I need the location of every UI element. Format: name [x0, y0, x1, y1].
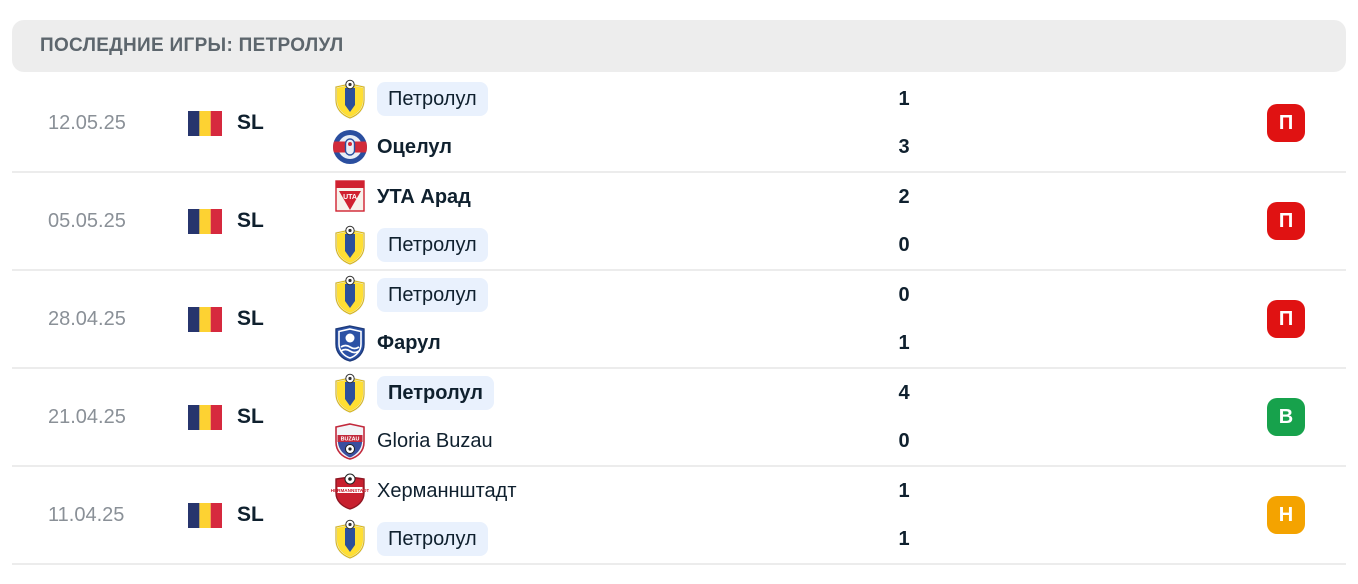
match-date: 28.04.25: [48, 307, 126, 330]
away-score: 1: [898, 331, 910, 354]
match-row[interactable]: 28.04.25 SL Петролул Фарул 0 1: [12, 271, 1346, 369]
result-badge: Н: [1267, 496, 1305, 534]
home-score: 1: [898, 479, 910, 502]
league-code: SL: [237, 307, 264, 330]
home-team-name[interactable]: Петролул: [377, 278, 488, 312]
otelul-crest-icon: [331, 127, 369, 167]
petrolul-crest-icon: [331, 373, 369, 413]
score-cell: 1 3: [884, 76, 924, 170]
teams-cell: УТА Арад Петролул: [331, 174, 884, 268]
away-score: 1: [898, 527, 910, 550]
away-team-line: Фарул: [331, 320, 884, 366]
teams-cell: Петролул Оцелул: [331, 76, 884, 170]
romania-flag-icon: [188, 503, 222, 528]
match-row[interactable]: 12.05.25 SL Петролул Оцелул 1 3: [12, 75, 1346, 173]
match-row[interactable]: 05.05.25 SL УТА Арад Петролул 2 0: [12, 173, 1346, 271]
league-cell: SL: [188, 405, 331, 430]
result-badge: П: [1267, 300, 1305, 338]
away-team-name[interactable]: Петролул: [377, 228, 488, 262]
away-team-name[interactable]: Gloria Buzau: [377, 430, 493, 452]
romania-flag-icon: [188, 111, 222, 136]
home-score: 2: [898, 185, 910, 208]
teams-cell: Петролул Фарул: [331, 272, 884, 366]
home-team-line: Петролул: [331, 370, 884, 416]
romania-flag-icon: [188, 405, 222, 430]
match-date: 12.05.25: [48, 111, 126, 134]
league-cell: SL: [188, 111, 331, 136]
score-cell: 2 0: [884, 174, 924, 268]
home-team-name[interactable]: УТА Арад: [377, 186, 471, 208]
petrolul-crest-icon: [331, 225, 369, 265]
league-code: SL: [237, 209, 264, 232]
result-cell: П: [1267, 300, 1305, 338]
score-cell: 1 1: [884, 468, 924, 562]
home-team-line: Петролул: [331, 272, 884, 318]
match-date-cell: 28.04.25: [12, 308, 188, 331]
league-code: SL: [237, 503, 264, 526]
league-cell: SL: [188, 307, 331, 332]
away-score: 0: [898, 429, 910, 452]
away-team-name[interactable]: Оцелул: [377, 136, 452, 158]
romania-flag-icon: [188, 209, 222, 234]
romania-flag-icon: [188, 307, 222, 332]
league-cell: SL: [188, 209, 331, 234]
teams-cell: Петролул Gloria Buzau: [331, 370, 884, 464]
away-team-line: Оцелул: [331, 124, 884, 170]
petrolul-crest-icon: [331, 275, 369, 315]
home-score: 1: [898, 87, 910, 110]
away-team-name[interactable]: Фарул: [377, 332, 441, 354]
home-team-line: Херманнштадт: [331, 468, 884, 514]
home-team-line: УТА Арад: [331, 174, 884, 220]
away-team-line: Gloria Buzau: [331, 418, 884, 464]
match-date-cell: 12.05.25: [12, 112, 188, 135]
match-date-cell: 21.04.25: [12, 406, 188, 429]
home-team-name[interactable]: Петролул: [377, 82, 488, 116]
match-row[interactable]: 21.04.25 SL Петролул Gloria Buzau 4 0: [12, 369, 1346, 467]
result-badge: П: [1267, 202, 1305, 240]
league-cell: SL: [188, 503, 331, 528]
result-cell: Н: [1267, 496, 1305, 534]
league-code: SL: [237, 405, 264, 428]
home-score: 0: [898, 283, 910, 306]
farul-crest-icon: [331, 323, 369, 363]
match-date: 11.04.25: [48, 503, 125, 526]
home-team-name[interactable]: Херманнштадт: [377, 480, 517, 502]
home-score: 4: [898, 381, 910, 404]
match-date-cell: 05.05.25: [12, 210, 188, 233]
result-cell: П: [1267, 104, 1305, 142]
match-date: 05.05.25: [48, 209, 126, 232]
hermannstadt-crest-icon: [331, 471, 369, 511]
section-header: ПОСЛЕДНИЕ ИГРЫ: ПЕТРОЛУЛ: [12, 20, 1346, 72]
matches-list: 12.05.25 SL Петролул Оцелул 1 3: [12, 75, 1346, 565]
result-cell: В: [1267, 398, 1305, 436]
away-team-name[interactable]: Петролул: [377, 522, 488, 556]
gloria-buzau-crest-icon: [331, 421, 369, 461]
petrolul-crest-icon: [331, 79, 369, 119]
last-games-widget: ПОСЛЕДНИЕ ИГРЫ: ПЕТРОЛУЛ 12.05.25 SL Пет…: [0, 20, 1358, 565]
score-cell: 4 0: [884, 370, 924, 464]
score-cell: 0 1: [884, 272, 924, 366]
match-date-cell: 11.04.25: [12, 504, 188, 527]
uta-arad-crest-icon: [331, 177, 369, 217]
home-team-name[interactable]: Петролул: [377, 376, 494, 410]
league-code: SL: [237, 111, 264, 134]
match-date: 21.04.25: [48, 405, 126, 428]
result-badge: П: [1267, 104, 1305, 142]
petrolul-crest-icon: [331, 519, 369, 559]
away-team-line: Петролул: [331, 516, 884, 562]
match-row[interactable]: 11.04.25 SL Херманнштадт Петролул 1 1: [12, 467, 1346, 565]
result-cell: П: [1267, 202, 1305, 240]
home-team-line: Петролул: [331, 76, 884, 122]
away-team-line: Петролул: [331, 222, 884, 268]
away-score: 0: [898, 233, 910, 256]
result-badge: В: [1267, 398, 1305, 436]
section-title: ПОСЛЕДНИЕ ИГРЫ: ПЕТРОЛУЛ: [40, 35, 344, 56]
teams-cell: Херманнштадт Петролул: [331, 468, 884, 562]
away-score: 3: [898, 135, 910, 158]
